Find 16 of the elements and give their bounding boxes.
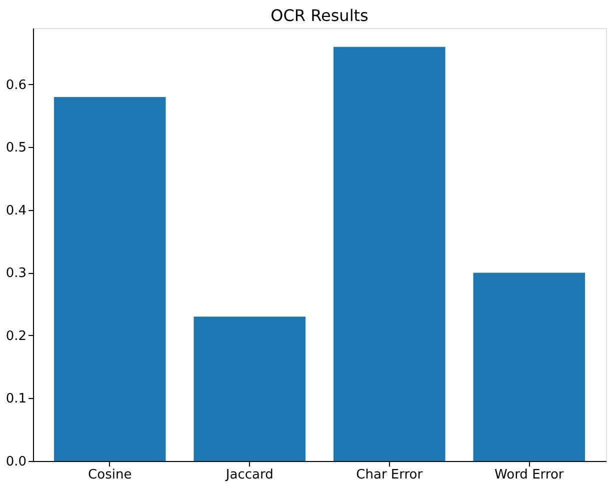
x-tick-label: Cosine	[88, 468, 132, 482]
x-tick-label: Word Error	[494, 468, 564, 482]
y-tick-label: 0.2	[6, 328, 26, 344]
y-tick-label: 0.6	[6, 78, 26, 93]
y-tick-label: 0.5	[6, 140, 26, 156]
y-tick-label: 0.3	[6, 266, 26, 282]
bar	[54, 97, 166, 461]
y-tick-label: 0.4	[6, 203, 26, 218]
chart-title: OCR Results	[270, 6, 368, 25]
y-tick-label: 0.1	[6, 392, 26, 407]
bar	[473, 272, 586, 461]
bar	[194, 316, 306, 461]
x-tick-label: Jaccard	[224, 468, 274, 482]
bar	[333, 46, 446, 461]
x-tick-label: Char Error	[356, 468, 424, 482]
y-tick-label: 0.0	[6, 454, 26, 470]
